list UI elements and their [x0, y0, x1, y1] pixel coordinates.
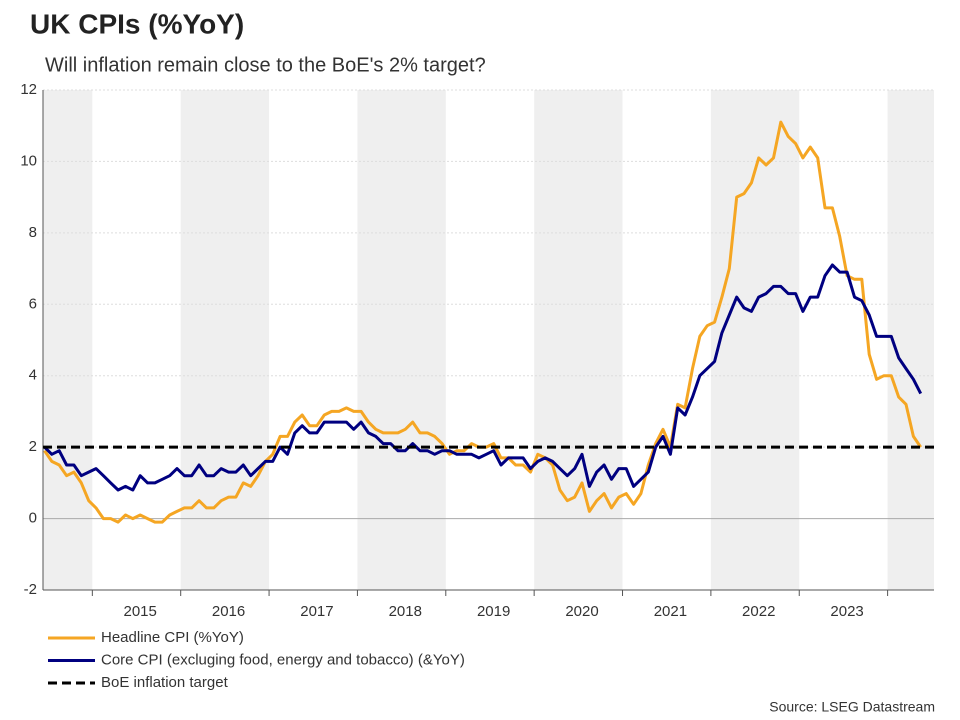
y-tick-label: 12 [20, 81, 37, 98]
y-tick-label: 10 [20, 152, 37, 169]
y-tick-label: 8 [29, 224, 37, 241]
x-tick-label: 2021 [654, 603, 687, 620]
year-band [43, 90, 93, 590]
legend-label: BoE inflation target [101, 674, 229, 691]
y-tick-label: 4 [29, 367, 37, 384]
year-band [180, 90, 270, 590]
year-band [710, 90, 800, 590]
plot [43, 120, 934, 524]
x-tick-label: 2016 [212, 603, 245, 620]
x-tick-label: 2017 [300, 603, 333, 620]
x-tick-label: 2023 [830, 603, 863, 620]
y-tick-label: 0 [29, 510, 37, 527]
y-tick-label: 6 [29, 295, 37, 312]
y-tick-label: -2 [24, 581, 37, 598]
year-band [887, 90, 934, 590]
x-tick-label: 2022 [742, 603, 775, 620]
year-bands [43, 90, 934, 590]
x-tick-label: 2018 [389, 603, 422, 620]
chart-title: UK CPIs (%YoY) [30, 8, 244, 39]
x-tick-label: 2015 [124, 603, 157, 620]
x-tick-label: 2020 [565, 603, 598, 620]
chart-subtitle: Will inflation remain close to the BoE's… [45, 54, 486, 76]
y-tick-label: 2 [29, 438, 37, 455]
legend-label: Headline CPI (%YoY) [101, 629, 244, 646]
legend-label: Core CPI (excluging food, energy and tob… [101, 651, 465, 668]
legend: Headline CPI (%YoY) Core CPI (excluging f… [48, 629, 465, 691]
year-band [357, 90, 446, 590]
x-tick-label: 2019 [477, 603, 510, 620]
source: Source: LSEG Datastream [769, 699, 935, 715]
year-band [534, 90, 623, 590]
series-line [43, 263, 923, 492]
